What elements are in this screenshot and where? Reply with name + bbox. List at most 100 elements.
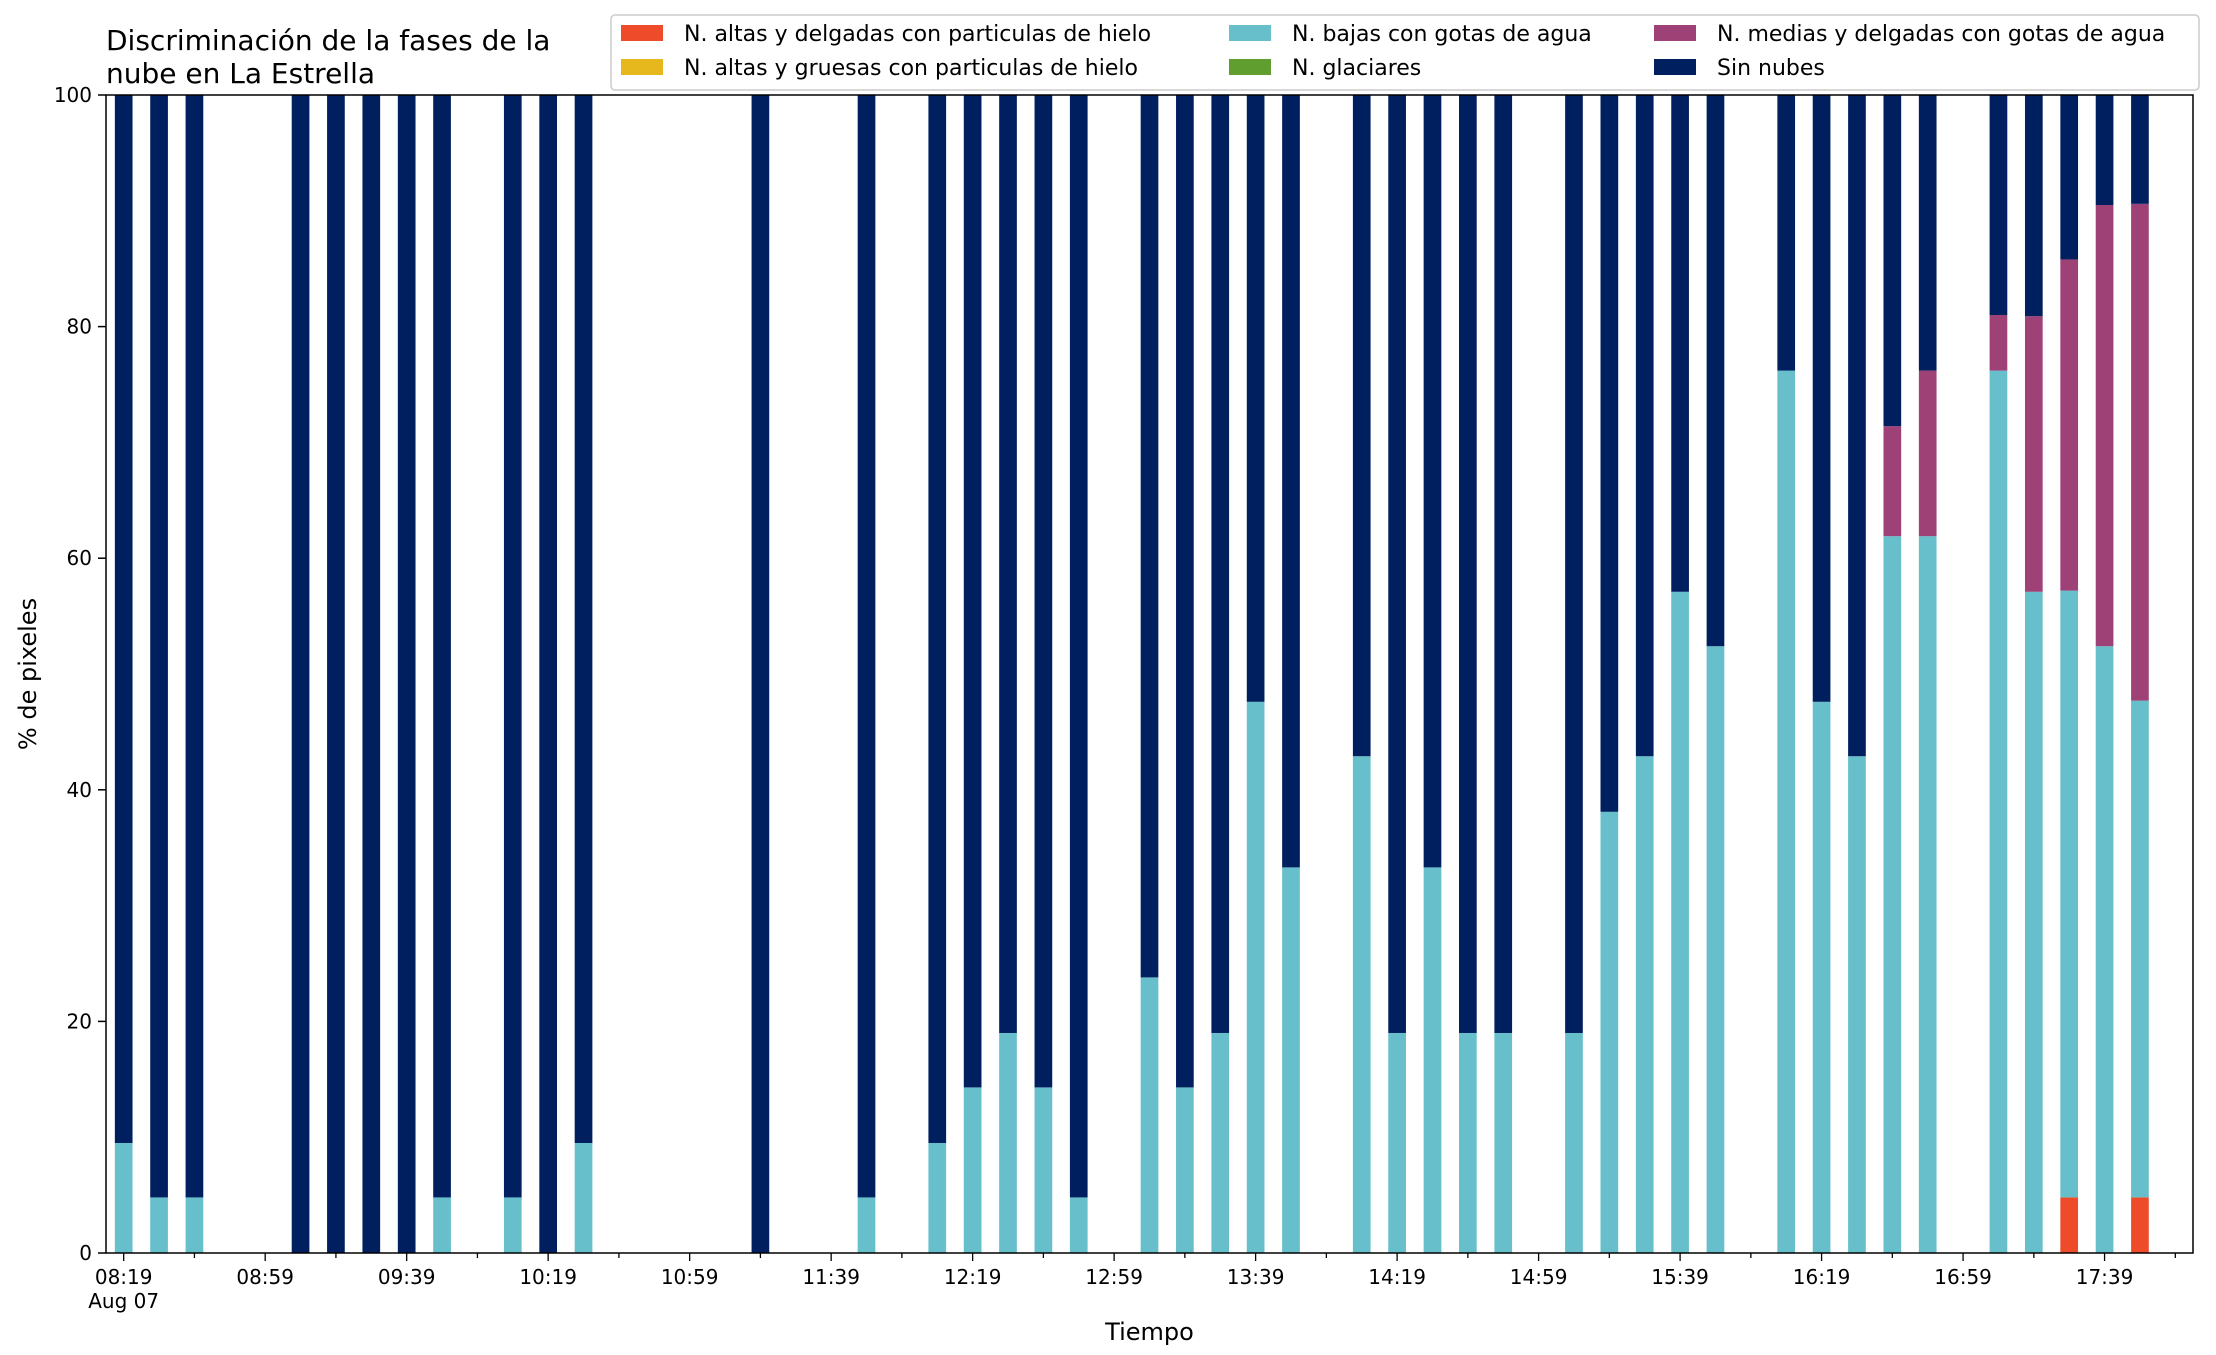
bar-segment bbox=[1494, 95, 1513, 1033]
bar-segment bbox=[291, 95, 310, 1253]
legend-label: N. altas y gruesas con particulas de hie… bbox=[684, 56, 1138, 81]
bar-stack-1309 bbox=[1140, 95, 1159, 1253]
bar-segment bbox=[433, 95, 451, 1198]
bar-stack-1709 bbox=[1989, 95, 2008, 1254]
bar-segment bbox=[539, 95, 558, 1253]
bar-segment bbox=[185, 95, 204, 1198]
bar-segment bbox=[2060, 259, 2079, 591]
legend-box bbox=[610, 14, 2200, 91]
bar-segment bbox=[999, 95, 1017, 1033]
bar-segment bbox=[150, 95, 168, 1198]
bar-segment bbox=[503, 1197, 522, 1253]
bar-segment bbox=[1459, 1032, 1477, 1253]
bar-segment bbox=[397, 95, 416, 1253]
bar-stack-0819 bbox=[114, 95, 133, 1253]
x-tick-label: 11:39 bbox=[802, 1265, 860, 1289]
bar-stack-1519 bbox=[1600, 95, 1619, 1253]
y-axis: 0 20 40 60 80 100 bbox=[54, 83, 106, 1265]
x-tick-label: 10:59 bbox=[661, 1265, 719, 1289]
bar-segment bbox=[2060, 1197, 2079, 1253]
bar-segment bbox=[185, 1197, 204, 1253]
bar-segment bbox=[1883, 426, 1902, 537]
x-tick-label: 09:39 bbox=[378, 1265, 436, 1289]
bar-segment bbox=[1635, 95, 1654, 757]
y-tick-label: 40 bbox=[67, 778, 92, 802]
chart-title-line-2: nube en La Estrella bbox=[106, 57, 375, 90]
bar-segment bbox=[1848, 95, 1866, 757]
x-tick-label: 17:39 bbox=[2076, 1265, 2134, 1289]
y-tick-label: 80 bbox=[67, 315, 92, 339]
bar-segment bbox=[2060, 95, 2079, 260]
bar-segment bbox=[1848, 756, 1866, 1253]
bar-segment bbox=[1282, 867, 1300, 1253]
bar-segment bbox=[857, 1197, 876, 1253]
bar-stack-0949 bbox=[433, 95, 451, 1253]
bar-segment bbox=[1388, 95, 1406, 1033]
bar-segment bbox=[327, 95, 345, 1253]
bar-segment bbox=[1352, 95, 1371, 757]
x-tick-label: 16:59 bbox=[1934, 1265, 1992, 1289]
bar-stack-1539 bbox=[1671, 95, 1689, 1253]
bar-segment bbox=[2095, 646, 2114, 1253]
bar-stack-1319 bbox=[1176, 95, 1194, 1253]
x-tick-label: 08:59 bbox=[236, 1265, 294, 1289]
bar-segment bbox=[1812, 95, 1831, 702]
legend-label: N. altas y delgadas con particulas de hi… bbox=[684, 22, 1151, 47]
legend-swatch bbox=[1229, 59, 1271, 75]
x-tick-label: 13:39 bbox=[1227, 1265, 1285, 1289]
bar-segment bbox=[1565, 95, 1583, 1033]
bar-segment bbox=[1812, 701, 1831, 1253]
bar-segment bbox=[503, 95, 522, 1198]
bar-segment bbox=[1600, 95, 1619, 812]
bar-stack-1429 bbox=[1423, 95, 1442, 1253]
bar-segment bbox=[1069, 1197, 1088, 1253]
bar-stack-0919 bbox=[327, 95, 345, 1253]
bar-segment bbox=[2024, 95, 2043, 317]
bar-segment bbox=[1423, 95, 1442, 868]
y-tick-label: 60 bbox=[67, 546, 92, 570]
bar-segment bbox=[2131, 203, 2149, 701]
bar-stack-1619 bbox=[1812, 95, 1831, 1253]
bar-segment bbox=[1989, 315, 2008, 371]
legend-swatch bbox=[621, 25, 663, 41]
bar-stack-1229 bbox=[999, 95, 1017, 1253]
x-tick-label: 15:39 bbox=[1651, 1265, 1709, 1289]
bar-stack-1649 bbox=[1918, 95, 1937, 1253]
bar-segment bbox=[1600, 811, 1619, 1253]
bar-segment bbox=[1565, 1032, 1583, 1253]
bar-segment bbox=[1989, 95, 2008, 316]
chart-title: Discriminación de la fases de la nube en… bbox=[106, 24, 550, 90]
bar-segment bbox=[574, 95, 593, 1143]
bar-stack-1549 bbox=[1706, 95, 1725, 1253]
bar-segment bbox=[1034, 95, 1053, 1088]
bar-stack-1629 bbox=[1848, 95, 1866, 1253]
legend-label: Sin nubes bbox=[1717, 56, 1825, 81]
bar-stack-0829 bbox=[150, 95, 168, 1253]
legend-swatch bbox=[1654, 59, 1696, 75]
bars-layer bbox=[114, 95, 2149, 1254]
bar-segment bbox=[1423, 867, 1442, 1253]
bar-segment bbox=[963, 1087, 982, 1253]
chart-title-line-1: Discriminación de la fases de la bbox=[106, 24, 550, 57]
bar-stack-1609 bbox=[1777, 95, 1796, 1254]
bar-stack-1509 bbox=[1565, 95, 1583, 1253]
bar-segment bbox=[2131, 95, 2149, 204]
bar-segment bbox=[2131, 700, 2149, 1198]
x-tick-label: 16:19 bbox=[1793, 1265, 1851, 1289]
bar-segment bbox=[150, 1197, 168, 1253]
x-axis-label: Tiempo bbox=[1104, 1318, 1194, 1346]
bar-segment bbox=[1918, 536, 1937, 1253]
bar-stack-1419 bbox=[1388, 95, 1406, 1253]
bar-segment bbox=[751, 95, 770, 1253]
bar-stack-1029 bbox=[574, 95, 593, 1253]
bar-segment bbox=[999, 1032, 1017, 1253]
bar-segment bbox=[1883, 95, 1902, 427]
bar-segment bbox=[1140, 95, 1159, 978]
bar-stack-1209 bbox=[928, 95, 947, 1253]
bar-segment bbox=[1246, 701, 1265, 1253]
bar-segment bbox=[114, 95, 133, 1143]
bar-stack-1249 bbox=[1069, 95, 1088, 1253]
legend: N. altas y delgadas con particulas de hi… bbox=[610, 14, 2200, 91]
bar-stack-1019 bbox=[539, 95, 558, 1253]
bar-segment bbox=[928, 1142, 947, 1253]
